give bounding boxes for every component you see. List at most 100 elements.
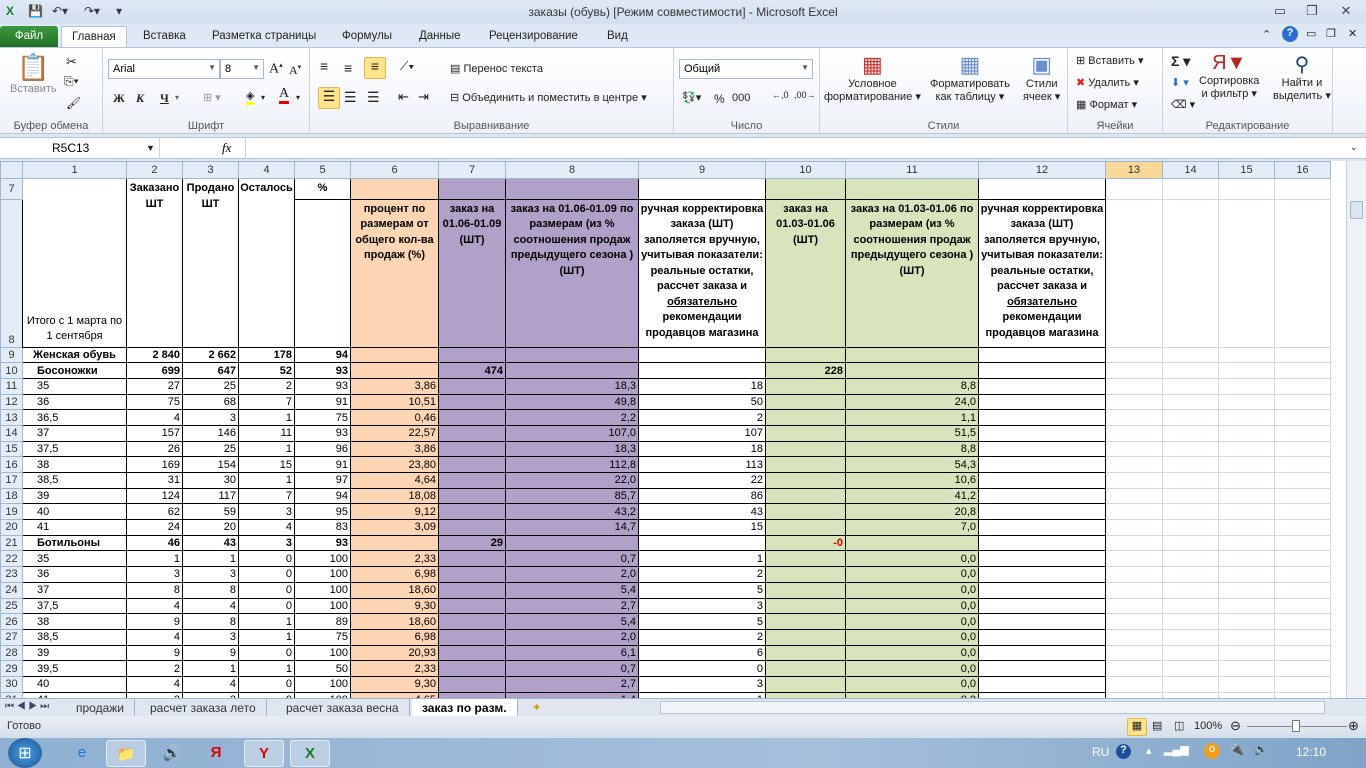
cell-col-10[interactable]: -0 [765,534,846,552]
row-header[interactable]: 27 [0,628,23,646]
cell-col-11[interactable]: 20,8 [845,503,979,521]
cell-col-10[interactable] [765,581,846,599]
header-c8[interactable]: заказ на 01.06-01.09 по размерам (из % с… [505,198,639,348]
insert-sheet-icon[interactable]: ✦ [532,702,542,714]
cell-col-8[interactable]: 2,7 [505,675,639,693]
cell-col-4[interactable]: 1 [238,440,295,458]
row-header[interactable]: 11 [0,377,23,395]
cell-col-5[interactable]: 96 [294,440,351,458]
cell-col-3[interactable]: 4 [182,597,239,615]
restore-icon[interactable]: ❐ [1306,3,1318,18]
sheet-tab[interactable]: продажи [66,699,135,716]
cell-col-8[interactable]: 43,2 [505,503,639,521]
cell-col-8[interactable]: 2,0 [505,628,639,646]
cell-col-12[interactable] [978,613,1106,630]
row-header[interactable]: 14 [0,424,23,442]
cell-col-9[interactable]: 1 [638,550,766,568]
cell-col-12[interactable] [978,409,1106,426]
cell-col-7[interactable] [438,456,506,473]
tab-formulas[interactable]: Формулы [342,30,393,42]
cell-col-8[interactable]: 49,8 [505,393,639,411]
cell-col-5[interactable]: 97 [294,472,351,489]
zoom-slider-thumb[interactable] [1292,720,1300,732]
cell[interactable] [1274,597,1331,615]
row-header[interactable]: 13 [0,409,23,426]
cell[interactable] [1218,597,1275,615]
row-label[interactable]: Женская обувь [22,346,127,364]
cell-col-3[interactable]: 8 [182,581,239,599]
row-header[interactable]: 10 [0,362,23,379]
power-icon[interactable]: 🔌 [1230,744,1244,756]
cell-col-6[interactable] [350,346,439,364]
row-header[interactable]: 28 [0,644,23,662]
cell-col-6[interactable]: 4,64 [350,472,439,489]
cell[interactable] [1105,660,1163,677]
select-all-corner[interactable] [0,161,23,179]
sheet-nav-icon[interactable]: ⏮ ◀ ▶ ⏭ [5,701,50,712]
copy-icon[interactable]: ⎘▾ [64,74,79,88]
row-label[interactable]: 40 [22,503,127,521]
cell-col-10[interactable] [765,644,846,662]
cell-col-4[interactable]: 1 [238,613,295,630]
fill-color-icon[interactable]: ◈ [246,89,255,105]
cell-col-5[interactable]: 100 [294,550,351,568]
cell-col-12[interactable] [978,362,1106,379]
header-c7[interactable]: заказ на 01.06-01.09 (ШТ) [438,198,506,348]
cell-col-11[interactable]: 8,8 [845,377,979,395]
cell[interactable] [1218,503,1275,521]
network-icon[interactable]: ▂▄▆ [1164,744,1189,756]
cell-col-8[interactable]: 5,4 [505,581,639,599]
number-format-select[interactable]: Общий ▼ [679,59,813,79]
cell[interactable] [1162,644,1219,662]
tab-review[interactable]: Рецензирование [489,30,578,42]
cell-col-6[interactable]: 20,93 [350,644,439,662]
cell-col-2[interactable]: 699 [126,362,183,379]
cell-col-7[interactable] [438,644,506,662]
cell[interactable] [1162,198,1219,348]
cell-col-9[interactable]: 50 [638,393,766,411]
cell-col-10[interactable] [765,519,846,536]
cell[interactable] [1105,519,1163,536]
row-label[interactable]: Ботильоны [22,534,127,552]
cell[interactable] [1218,566,1275,583]
cell-col-12[interactable] [978,377,1106,395]
column-header[interactable]: 16 [1274,161,1331,179]
currency-icon[interactable]: 💱▾ [682,92,702,104]
cell[interactable] [1105,346,1163,364]
cell-col-5[interactable]: 91 [294,393,351,411]
start-button[interactable]: ⊞ [8,738,42,768]
show-hidden-icons[interactable]: ▴ [1146,745,1152,757]
cell-col-8[interactable] [505,346,639,364]
cell[interactable] [1105,409,1163,426]
cell-col-12[interactable] [978,581,1106,599]
cell[interactable] [1105,424,1163,442]
cell-col-11[interactable] [845,362,979,379]
cell[interactable] [1218,393,1275,411]
bold-button[interactable]: Ж [113,91,125,105]
cell-col-4[interactable]: 3 [238,534,295,552]
cell[interactable] [1105,472,1163,489]
cell[interactable] [1274,550,1331,568]
cut-icon[interactable]: ✂ [66,54,77,69]
cell-col-2[interactable]: 8 [126,581,183,599]
cell-col-12[interactable] [978,519,1106,536]
align-left-icon[interactable]: ☰ [318,87,340,109]
cell[interactable] [1218,487,1275,505]
cell-styles-button[interactable]: ▣ Стили ячеек ▾ [1023,52,1060,103]
header-c10[interactable]: заказ на 01.03-01.06 (ШТ) [765,198,846,348]
cell[interactable] [1105,675,1163,693]
cell-col-3[interactable]: 8 [182,613,239,630]
cell-col-3[interactable]: 59 [182,503,239,521]
increase-decimal-icon[interactable]: ←,0 [772,90,789,100]
wrap-text-button[interactable]: ▤ Перенос текста [450,62,543,75]
redo-icon[interactable]: ↷▾ [84,4,101,18]
cell-col-8[interactable]: 112,8 [505,456,639,473]
row-header[interactable]: 21 [0,534,23,552]
cell[interactable] [505,178,639,200]
align-middle-icon[interactable]: ≡ [344,60,353,76]
cell-col-3[interactable]: 1 [182,550,239,568]
minimize-icon[interactable]: ▭ [1273,3,1287,18]
cell-col-11[interactable]: 54,3 [845,456,979,473]
cell-col-4[interactable]: 4 [238,519,295,536]
row-label[interactable]: 38 [22,613,127,630]
